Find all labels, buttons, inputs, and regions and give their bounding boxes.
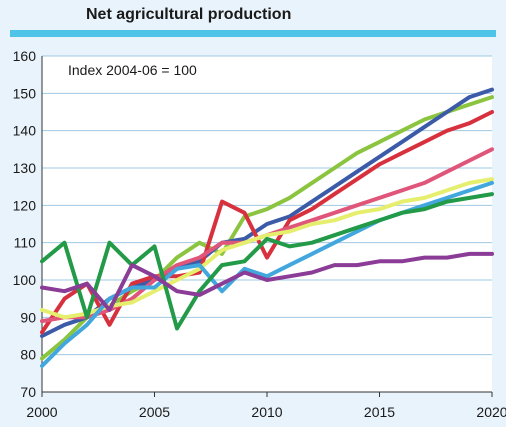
title-rule xyxy=(10,30,496,37)
x-tick-label-2005: 2005 xyxy=(139,404,170,420)
y-tick-label-140: 140 xyxy=(13,123,37,139)
y-tick-label-70: 70 xyxy=(20,384,36,400)
x-tick-label-2010: 2010 xyxy=(251,404,282,420)
y-tick-label-150: 150 xyxy=(13,85,37,101)
x-tick-label-2020: 2020 xyxy=(476,404,506,420)
series-line-1 xyxy=(40,95,494,361)
series-line-3 xyxy=(40,110,494,335)
series-line-5 xyxy=(40,177,494,320)
y-tick-label-80: 80 xyxy=(20,347,36,363)
index-annotation: Index 2004-06 = 100 xyxy=(68,62,197,78)
y-tick-label-130: 130 xyxy=(13,160,37,176)
series-line-7 xyxy=(40,192,494,331)
y-tick-label-160: 160 xyxy=(13,48,37,64)
y-tick-label-120: 120 xyxy=(13,197,37,213)
y-tick-label-90: 90 xyxy=(20,309,36,325)
chart-title: Net agricultural production xyxy=(86,6,292,23)
x-tick-label-2015: 2015 xyxy=(364,404,395,420)
x-tick-label-2000: 2000 xyxy=(26,404,57,420)
series-line-8 xyxy=(40,251,494,312)
y-tick-label-110: 110 xyxy=(14,235,37,251)
y-tick-label-100: 100 xyxy=(13,272,37,288)
